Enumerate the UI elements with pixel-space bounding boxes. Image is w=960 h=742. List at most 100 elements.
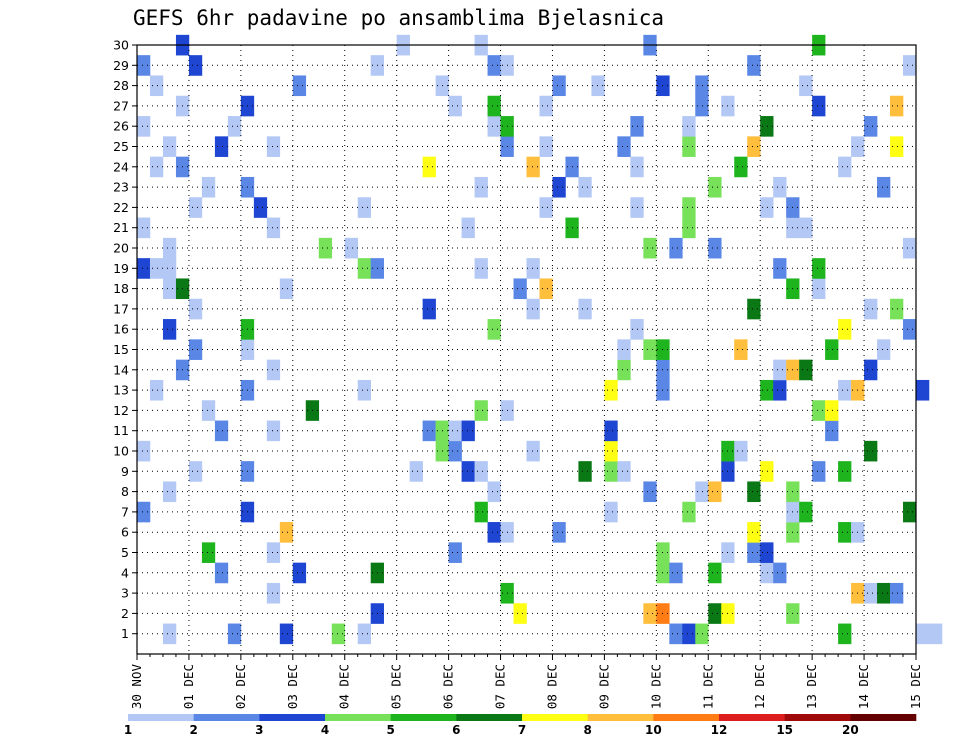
heatmap-cell [604, 501, 618, 523]
heatmap-cell [747, 481, 761, 503]
heatmap-cell [266, 359, 281, 381]
heatmap-cell [838, 319, 852, 340]
heatmap-cell [617, 359, 631, 381]
heatmap-cell [903, 55, 917, 76]
heatmap-cell [552, 522, 566, 543]
heatmap-cell [552, 176, 566, 198]
heatmap-cell [890, 582, 904, 604]
y-tick-label: 23 [113, 180, 129, 195]
heatmap-cell [903, 501, 917, 523]
heatmap-cell [617, 136, 631, 157]
y-tick-label: 19 [113, 261, 129, 276]
colorbar-label: 12 [711, 723, 728, 737]
heatmap-cell [825, 420, 839, 442]
heatmap-cell [734, 440, 748, 462]
colorbar-swatch [259, 714, 326, 721]
heatmap-cell [474, 400, 488, 421]
heatmap-cell [188, 55, 203, 76]
heatmap-cell [266, 136, 281, 157]
x-tick-label: 06 DEC [441, 664, 456, 709]
heatmap-cell [669, 562, 683, 584]
heatmap-cell [214, 562, 229, 584]
heatmap-cell [682, 197, 696, 218]
heatmap-cell [214, 420, 229, 442]
heatmap-cell [773, 562, 787, 584]
chart-title: GEFS 6hr padavine po ansamblima Bjelasni… [133, 6, 665, 30]
heatmap-cell [799, 75, 813, 97]
heatmap-cell [695, 623, 709, 645]
y-tick-label: 7 [121, 504, 129, 519]
heatmap-cell [864, 440, 878, 462]
heatmap-cell [266, 217, 281, 239]
heatmap-cell [747, 522, 761, 543]
colorbar-label: 15 [776, 723, 793, 737]
y-tick-label: 13 [113, 383, 129, 398]
heatmap-cell [162, 481, 177, 503]
heatmap-cell [708, 603, 722, 624]
x-tick-label: 07 DEC [493, 664, 508, 709]
heatmap-cell [760, 116, 774, 137]
heatmap-cell [825, 400, 839, 421]
heatmap-cell [162, 278, 177, 300]
y-tick-label: 22 [113, 200, 129, 215]
x-tick-label: 03 DEC [285, 664, 300, 709]
heatmap-cell [578, 176, 592, 198]
heatmap-cell [682, 136, 696, 157]
heatmap-cell [838, 461, 852, 482]
heatmap-cell [747, 136, 761, 157]
heatmap-cell [357, 379, 371, 401]
heatmap-cell [188, 197, 203, 218]
heatmap-cell [149, 156, 164, 178]
heatmap-cell [916, 623, 930, 645]
heatmap-cell [695, 75, 709, 97]
heatmap-cell [201, 400, 216, 421]
y-tick-label: 4 [121, 565, 129, 580]
heatmap-cell [149, 75, 164, 97]
heatmap-cell [526, 298, 540, 320]
x-tick-label: 11 DEC [700, 664, 715, 709]
x-tick-label: 12 DEC [752, 664, 767, 709]
colorbar-swatch [719, 714, 785, 721]
heatmap-cell [604, 379, 618, 401]
heatmap-cell [864, 359, 878, 381]
heatmap-cell [604, 440, 618, 462]
heatmap-cell [526, 440, 540, 462]
heatmap-cell [760, 197, 774, 218]
colorbar-label: 7 [518, 723, 526, 737]
heatmap-cell [812, 258, 826, 279]
heatmap-cell [487, 116, 501, 137]
heatmap-cell [474, 258, 488, 279]
colorbar-swatch [653, 714, 720, 721]
heatmap-cell [760, 562, 774, 584]
heatmap-cell [279, 278, 294, 300]
heatmap-cell [461, 461, 475, 482]
heatmap-cell [422, 156, 436, 178]
heatmap-cell [604, 420, 618, 442]
heatmap-cell [137, 501, 151, 523]
heatmap-cell [162, 136, 177, 157]
heatmap-cell [604, 461, 618, 482]
heatmap-cell [331, 623, 346, 645]
heatmap-cell [448, 542, 462, 563]
heatmap-cell [539, 278, 553, 300]
colorbar-swatch [850, 714, 917, 721]
heatmap-cell [708, 176, 722, 198]
heatmap-cell [682, 501, 696, 523]
heatmap-cell [487, 522, 501, 543]
y-tick-label: 25 [113, 139, 129, 154]
heatmap-cell [461, 420, 475, 442]
x-tick-label: 02 DEC [233, 664, 248, 709]
heatmap-cell [578, 461, 592, 482]
y-tick-label: 9 [121, 464, 129, 479]
colorbar-label: 20 [842, 723, 859, 737]
heatmap-cell [890, 95, 904, 117]
heatmap-cell [266, 582, 281, 604]
heatmap-cell [877, 176, 891, 198]
heatmap-cell [357, 258, 371, 279]
heatmap-cell [448, 95, 462, 117]
heatmap-cell [279, 623, 294, 645]
heatmap-cell [357, 197, 371, 218]
heatmap-cell [214, 136, 229, 157]
heatmap-cell [812, 400, 826, 421]
